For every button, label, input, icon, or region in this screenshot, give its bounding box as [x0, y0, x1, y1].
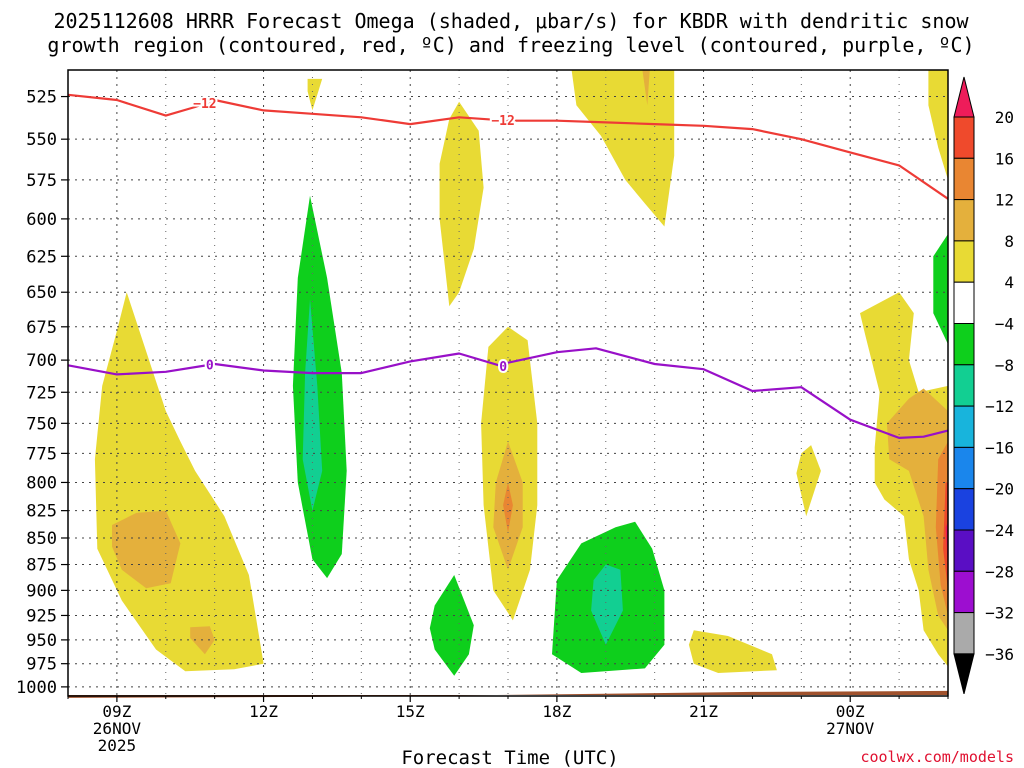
colorbar: 20 16 12 8 4 −4 −8 −12 −16 −20 −24 −28 −32 −36 [953, 76, 1014, 695]
isotherm-contours: −12 −12 0 0 [67, 93, 949, 439]
colorbar-label: 4 [1004, 273, 1014, 292]
omega-region-upward-4-8 [307, 78, 323, 111]
omega-region-downward-4-8 [429, 575, 474, 676]
colorbar-label: −12 [985, 397, 1014, 416]
x-tick-date: 26NOV [93, 719, 142, 738]
omega-shading [94, 70, 948, 676]
y-tick-label-750: 750 [26, 414, 57, 434]
x-tick-label-09Z: 09Z [102, 702, 131, 721]
colorbar-swatch [953, 364, 975, 407]
y-tick-label-675: 675 [26, 318, 57, 338]
y-tick-label-550: 550 [26, 130, 57, 150]
colorbar-swatch [953, 529, 975, 572]
y-tick-label-650: 650 [26, 283, 57, 303]
y-tick-label-600: 600 [26, 210, 57, 230]
y-tick-label-825: 825 [26, 502, 57, 522]
omega-region-upward-16-20 [943, 482, 948, 591]
omega-region-upward-4-8 [860, 292, 948, 667]
x-axis-label: Forecast Time (UTC) [401, 747, 618, 768]
freezing-level-0-contour-label: 0 [206, 358, 214, 373]
colorbar-label: −28 [985, 562, 1014, 581]
y-tick-label-925: 925 [26, 606, 57, 626]
colorbar-swatch [953, 323, 975, 366]
omega-region-upward-4-8 [796, 445, 821, 517]
colorbar-label: 8 [1004, 232, 1014, 251]
colorbar-swatch [953, 199, 975, 242]
omega-region-downward-8-12 [591, 564, 623, 645]
colorbar-swatch [953, 446, 975, 490]
y-tick-label-525: 525 [26, 88, 57, 108]
colorbar-swatch [953, 240, 975, 283]
colorbar-label: −36 [985, 645, 1014, 664]
credit-text: coolwx.com/models [860, 748, 1014, 766]
x-tick-label-12Z: 12Z [249, 702, 278, 721]
colorbar-label: −4 [995, 315, 1014, 334]
colorbar-label: 20 [995, 108, 1014, 127]
colorbar-bottom-arrow [953, 653, 975, 695]
x-tick-label-00Z: 00Z [836, 702, 865, 721]
freezing-level-0-line [67, 347, 949, 439]
colorbar-label: −16 [985, 438, 1014, 457]
y-tick-label-950: 950 [26, 631, 57, 651]
colorbar-swatch [953, 281, 975, 325]
y-tick-label-900: 900 [26, 581, 57, 601]
omega-region-upward-8-12 [112, 510, 181, 589]
x-tick-year: 2025 [98, 736, 137, 755]
colorbar-label: −32 [985, 604, 1014, 623]
colorbar-label: −24 [985, 521, 1014, 540]
omega-region-downward-8-12 [302, 299, 323, 511]
y-tick-label-700: 700 [26, 351, 57, 371]
freezing-level-0-contour-label: 0 [499, 360, 507, 375]
omega-region-upward-12-16 [503, 482, 513, 533]
y-tick-label-775: 775 [26, 444, 57, 464]
y-axis-ticks: 525 550 575 600 625 650 675 700 725 750 775 800 825 8… [16, 88, 68, 698]
colorbar-swatch [953, 157, 975, 201]
y-tick-label-850: 850 [26, 529, 57, 549]
omega-region-downward-4-8 [933, 234, 948, 345]
colorbar-swatch [953, 488, 975, 531]
dgz-minus12-contour-label: −12 [491, 114, 514, 129]
colorbar-label: 12 [995, 191, 1014, 210]
colorbar-swatch [953, 570, 975, 614]
colorbar-swatch [953, 405, 975, 448]
y-tick-label-625: 625 [26, 247, 57, 267]
dgz-minus12-contour-label: −12 [193, 97, 216, 112]
omega-region-upward-8-12 [886, 388, 948, 631]
y-tick-label-1000: 1000 [16, 678, 57, 698]
colorbar-swatch [953, 612, 975, 655]
omega-region-upward-4-8 [688, 630, 777, 673]
x-tick-label-21Z: 21Z [689, 702, 718, 721]
omega-region-upward-4-8 [439, 101, 484, 307]
chart-title-line1: 2025112608 HRRR Forecast Omega (shaded, … [53, 9, 969, 33]
x-tick-date: 27NOV [826, 719, 875, 738]
omega-region-upward-12-16 [935, 441, 948, 616]
colorbar-label: 16 [995, 149, 1014, 168]
omega-region-upward-8-12 [642, 70, 650, 106]
colorbar-swatch [953, 116, 975, 159]
colorbar-label: −20 [985, 480, 1014, 499]
x-tick-label-18Z: 18Z [542, 702, 571, 721]
omega-region-upward-4-8 [928, 70, 948, 180]
omega-region-upward-4-8 [571, 70, 675, 227]
chart-title-line2: growth region (contoured, red, ºC) and f… [47, 33, 974, 57]
colorbar-label: −8 [995, 356, 1014, 375]
y-tick-label-800: 800 [26, 473, 57, 493]
y-tick-label-725: 725 [26, 383, 57, 403]
dgz-minus12-line [67, 93, 949, 200]
colorbar-top-arrow [953, 76, 975, 118]
y-tick-label-975: 975 [26, 655, 57, 675]
x-tick-label-15Z: 15Z [396, 702, 425, 721]
y-tick-label-575: 575 [26, 171, 57, 191]
y-tick-label-875: 875 [26, 556, 57, 576]
